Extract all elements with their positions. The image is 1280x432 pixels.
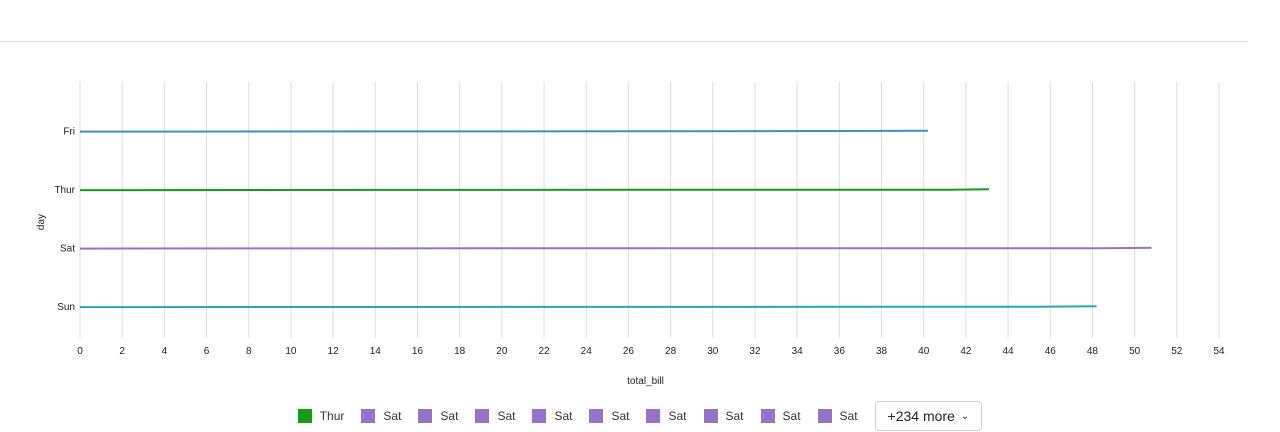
x-tick-label: 44 <box>1003 346 1015 357</box>
y-axis-ticks: Fri Thur Sat Sun <box>54 127 75 314</box>
x-tick-label: 26 <box>623 346 635 357</box>
legend-item[interactable]: Sat <box>361 409 401 423</box>
legend-swatch <box>297 409 312 423</box>
legend-label: Sat <box>782 409 801 423</box>
x-tick-label: 8 <box>246 346 252 357</box>
legend-swatch <box>532 409 547 423</box>
legend-label: Sat <box>611 409 630 423</box>
x-tick-label: 50 <box>1129 346 1141 357</box>
legend-swatch <box>475 409 490 423</box>
x-tick-label: 24 <box>581 346 593 357</box>
x-tick-label: 10 <box>285 346 297 357</box>
x-tick-label: 40 <box>918 346 930 357</box>
legend-item[interactable]: Thur <box>297 409 345 423</box>
x-tick-label: 42 <box>960 346 972 357</box>
chevron-down-icon: ⌄ <box>960 410 970 422</box>
legend: Thur Sat Sat Sat Sat Sat Sat Sat Sat Sat +234 mor… <box>0 400 1280 432</box>
y-tick-label: Sun <box>57 302 75 313</box>
legend-label: Sat <box>554 409 573 423</box>
legend-swatch <box>703 409 718 423</box>
top-divider <box>0 41 1248 42</box>
x-tick-label: 0 <box>77 346 83 357</box>
legend-item[interactable]: Sat <box>418 409 458 423</box>
series-line-sun[interactable] <box>79 305 1097 309</box>
y-tick-label: Thur <box>54 185 75 196</box>
x-tick-label: 14 <box>370 346 382 357</box>
x-tick-label: 52 <box>1171 346 1183 357</box>
legend-items: Thur Sat Sat Sat Sat Sat Sat Sat Sat Sat <box>297 409 875 423</box>
x-tick-label: 22 <box>538 346 550 357</box>
series-line-fri[interactable] <box>79 129 928 133</box>
legend-label: Sat <box>839 409 858 423</box>
x-tick-label: 38 <box>876 346 888 357</box>
x-tick-label: 54 <box>1213 346 1225 357</box>
x-axis-ticks: 0 2 4 6 8 10 12 14 16 18 20 22 24 26 28 30 32 34 36 38 40 42 4… <box>77 346 1225 357</box>
legend-label: Sat <box>668 409 687 423</box>
legend-label: Sat <box>440 409 459 423</box>
legend-swatch <box>817 409 832 423</box>
legend-swatch <box>760 409 775 423</box>
legend-swatch <box>418 409 433 423</box>
legend-item[interactable]: Sat <box>475 409 515 423</box>
legend-swatch <box>646 409 661 423</box>
legend-item[interactable]: Sat <box>646 409 687 423</box>
series-line-sat[interactable] <box>79 246 1152 250</box>
legend-swatch <box>361 409 376 423</box>
legend-item[interactable]: Sat <box>760 409 801 423</box>
legend-label: Sat <box>383 409 402 423</box>
x-tick-label: 34 <box>792 346 804 357</box>
x-tick-label: 12 <box>328 346 340 357</box>
x-tick-label: 46 <box>1045 346 1057 357</box>
legend-item[interactable]: Sat <box>817 409 858 423</box>
x-tick-label: 6 <box>204 346 210 357</box>
chart: 0 2 4 6 8 10 12 14 16 18 20 22 24 26 28 30 32 34 36 38 40 42 4… <box>36 82 1225 387</box>
x-tick-label: 48 <box>1087 346 1099 357</box>
x-tick-label: 16 <box>412 346 424 357</box>
x-tick-label: 2 <box>119 346 125 357</box>
more-legend-label: +234 more <box>887 408 955 424</box>
y-tick-label: Fri <box>63 127 75 138</box>
series-line-thur[interactable] <box>79 188 990 192</box>
gridlines <box>79 82 1220 338</box>
legend-item[interactable]: Sat <box>532 409 572 423</box>
legend-label: Sat <box>725 409 744 423</box>
x-tick-label: 32 <box>749 346 761 357</box>
x-axis-title: total_bill <box>627 376 664 387</box>
x-tick-label: 36 <box>834 346 846 357</box>
series-lines <box>79 129 1152 309</box>
legend-item[interactable]: Sat <box>589 409 629 423</box>
legend-label: Thur <box>319 409 345 423</box>
more-legend-button[interactable]: +234 more ⌄ <box>874 401 983 431</box>
x-tick-label: 28 <box>665 346 677 357</box>
legend-item[interactable]: Sat <box>703 409 744 423</box>
y-axis-title: day <box>36 214 47 230</box>
legend-label: Sat <box>497 409 516 423</box>
x-tick-label: 18 <box>454 346 466 357</box>
legend-swatch <box>589 409 604 423</box>
x-tick-label: 20 <box>496 346 508 357</box>
x-tick-label: 30 <box>707 346 719 357</box>
y-tick-label: Sat <box>60 244 75 255</box>
x-tick-label: 4 <box>162 346 168 357</box>
